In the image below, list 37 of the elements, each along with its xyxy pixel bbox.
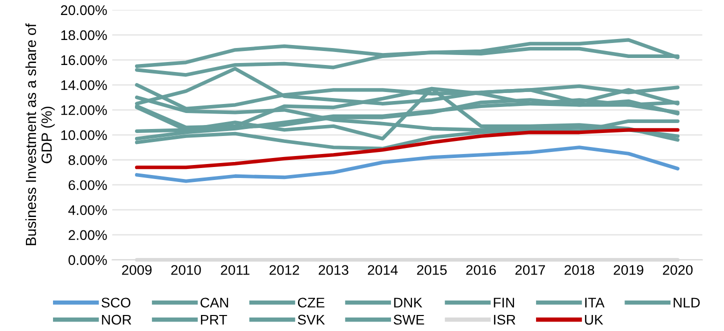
y-tick-label: 12.00% (61, 105, 107, 116)
x-tick-label: 2017 (515, 265, 545, 275)
y-tick-label: 8.00% (68, 155, 107, 166)
x-tick-label: 2016 (466, 265, 496, 275)
legend-label: ITA (585, 298, 605, 308)
x-tick-label: 2015 (417, 265, 447, 275)
x-tick-label: 2019 (614, 265, 644, 275)
legend-label: ISR (494, 314, 516, 325)
legend-label: SWE (394, 314, 424, 325)
y-tick-label: 4.00% (68, 205, 107, 216)
y-tick-label: 2.00% (68, 230, 107, 240)
legend-label: NLD (674, 298, 700, 308)
x-tick-label: 2014 (368, 265, 398, 275)
x-tick-label: 2012 (270, 265, 300, 275)
x-tick-label: 2011 (220, 265, 250, 275)
legend-label: CAN (200, 298, 228, 308)
legend-label: NOR (102, 314, 132, 325)
x-tick-label: 2009 (122, 265, 152, 275)
y-tick-label: 14.00% (61, 80, 107, 90)
legend-label: SCO (102, 298, 130, 308)
legend-label: PRT (200, 314, 228, 325)
y-tick-label: 10.00% (61, 130, 107, 140)
legend-label: DNK (394, 298, 422, 308)
y-tick-label: 0.00% (68, 255, 107, 266)
x-tick-label: 2013 (318, 265, 348, 275)
x-tick-label: 2020 (662, 265, 693, 275)
x-tick-label: 2018 (564, 265, 594, 275)
legend-label: CZE (298, 298, 324, 308)
y-tick-label: 16.00% (61, 55, 107, 66)
x-tick-label: 2010 (171, 265, 201, 275)
y-tick-label: 20.00% (60, 5, 107, 16)
legend-label: SVK (298, 314, 325, 325)
y-tick-label: 6.00% (68, 180, 107, 190)
y-tick-label: 18.00% (61, 30, 107, 40)
legend-label: FIN (494, 298, 514, 308)
y-axis-title: Business Investment as a share of GDP (%) (25, 23, 55, 246)
legend-label: UK (585, 314, 604, 325)
